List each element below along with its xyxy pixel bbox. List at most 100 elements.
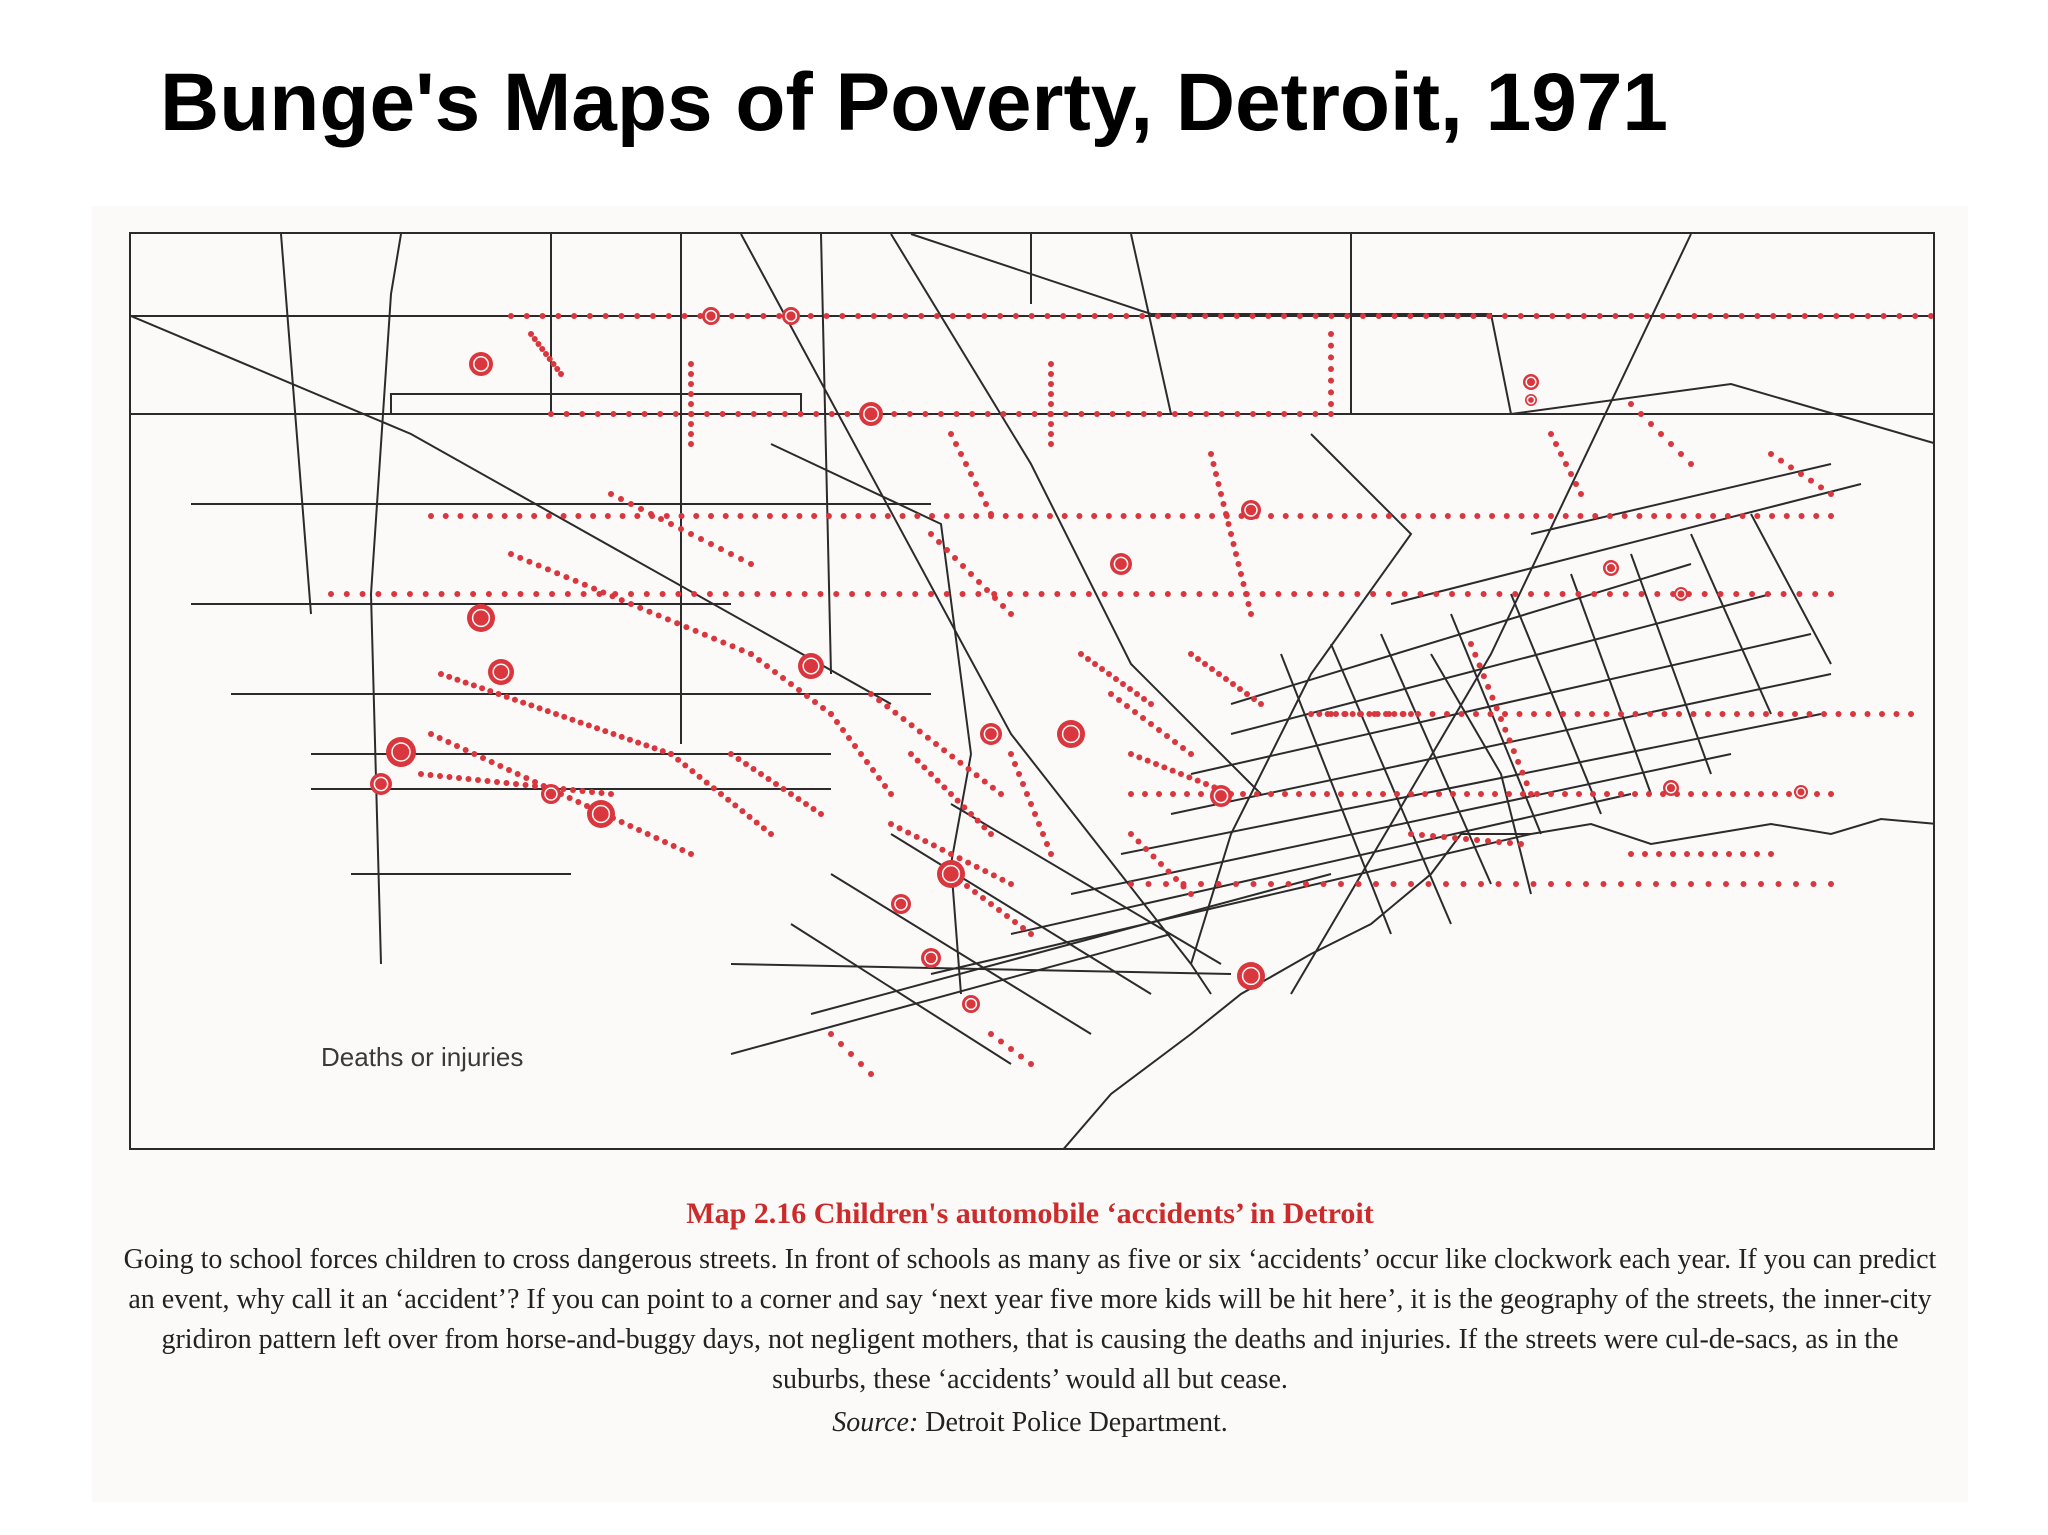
accident-dot xyxy=(454,676,461,683)
accident-dot xyxy=(1628,401,1634,407)
accident-dot xyxy=(1549,313,1556,319)
street xyxy=(790,923,1012,1065)
accident-dot xyxy=(1024,791,1030,797)
accident-dot xyxy=(668,751,674,757)
accident-dot xyxy=(1562,513,1569,519)
accident-dot xyxy=(1338,591,1345,597)
accident-dot xyxy=(817,591,824,597)
accident-dot xyxy=(1769,513,1776,519)
accident-dot xyxy=(1180,883,1187,890)
accident-dot xyxy=(1772,791,1778,797)
accident-dot xyxy=(766,411,773,417)
accident-dot xyxy=(888,821,894,827)
accident-dot xyxy=(1724,513,1731,519)
accident-dot xyxy=(916,728,923,735)
accident-dot xyxy=(1333,711,1339,717)
accident-dot xyxy=(954,797,961,804)
accident-dot xyxy=(858,751,864,757)
accident-dot xyxy=(636,827,642,833)
accident-dot xyxy=(1285,881,1292,887)
accident-dot xyxy=(1515,758,1522,765)
accident-cluster-ring xyxy=(894,897,908,911)
accident-cluster xyxy=(488,659,514,685)
accident-dot xyxy=(651,745,658,752)
accident-dot xyxy=(548,411,554,417)
accident-dot xyxy=(533,591,540,597)
accident-dot xyxy=(1518,841,1524,847)
accident-dot xyxy=(1676,711,1682,717)
accident-dot xyxy=(508,551,514,557)
accident-dot xyxy=(788,791,794,797)
accident-dot xyxy=(988,831,994,837)
accident-dot xyxy=(1218,313,1224,319)
street xyxy=(830,873,1092,1035)
accident-dot xyxy=(1225,521,1232,527)
accident-dot xyxy=(1032,811,1038,817)
accident-dot xyxy=(1116,697,1122,703)
accident-dot xyxy=(1592,513,1599,519)
accident-dot xyxy=(1385,591,1392,597)
accident-dot xyxy=(517,554,524,561)
accident-dot xyxy=(1128,831,1134,837)
accident-dot xyxy=(984,587,990,593)
accident-dot xyxy=(1048,391,1054,397)
accident-dot xyxy=(1654,591,1661,597)
accident-dot xyxy=(488,759,495,765)
accident-dot xyxy=(1091,513,1098,519)
accident-dot xyxy=(454,743,460,749)
accident-cluster xyxy=(1057,720,1085,748)
accident-dot xyxy=(1113,676,1119,682)
accident-cluster-ring xyxy=(1796,787,1806,797)
accident-dot xyxy=(756,657,762,663)
accident-dot xyxy=(956,855,963,862)
accident-dot xyxy=(1139,313,1146,319)
accident-dot xyxy=(1016,771,1022,777)
accident-dot xyxy=(1250,881,1257,887)
accident-dot xyxy=(543,351,549,357)
street xyxy=(1570,573,1652,795)
accident-dot xyxy=(1212,591,1219,597)
accident-dot xyxy=(675,591,682,597)
accident-dot xyxy=(681,313,688,319)
accident-dot xyxy=(1040,831,1046,837)
accident-dot xyxy=(1513,881,1519,887)
accident-dot xyxy=(1656,851,1662,857)
accident-dot xyxy=(531,513,538,519)
accident-dot xyxy=(1352,791,1358,797)
accident-dot xyxy=(528,702,535,709)
accident-dot xyxy=(884,703,891,710)
accident-dot xyxy=(1038,591,1045,597)
accident-dot xyxy=(735,756,742,762)
accident-dot xyxy=(1108,691,1114,697)
accident-dot xyxy=(968,471,974,477)
accident-dot xyxy=(834,719,840,725)
accident-dot xyxy=(1444,513,1451,519)
accident-dot xyxy=(532,783,538,789)
accident-dot xyxy=(1778,457,1784,464)
accident-dot xyxy=(1460,881,1467,887)
accident-dot xyxy=(1194,513,1201,519)
accident-dot xyxy=(1399,711,1406,717)
street xyxy=(1380,633,1492,885)
accident-dot xyxy=(535,341,542,347)
accident-dot xyxy=(1366,711,1373,717)
accident-dot xyxy=(1730,791,1736,797)
accident-dot xyxy=(728,751,734,757)
accident-dot xyxy=(750,766,757,772)
accident-dot xyxy=(1896,313,1903,319)
accident-dot xyxy=(1908,711,1914,717)
accident-dot xyxy=(892,709,899,716)
accident-dot xyxy=(1172,739,1178,745)
caption-source: Source: Detroit Police Department. xyxy=(100,1404,1960,1442)
accident-dot xyxy=(941,784,948,791)
accident-dot xyxy=(1140,411,1147,417)
accident-dot xyxy=(990,872,997,879)
accident-dot xyxy=(1575,591,1582,597)
accident-dot xyxy=(1734,711,1740,717)
accident-dot xyxy=(1341,711,1348,717)
accident-dot xyxy=(1739,513,1746,519)
accident-dot xyxy=(1574,711,1581,717)
accident-dot xyxy=(1684,851,1690,857)
accident-dot xyxy=(1141,696,1147,702)
accident-dot xyxy=(941,747,948,754)
